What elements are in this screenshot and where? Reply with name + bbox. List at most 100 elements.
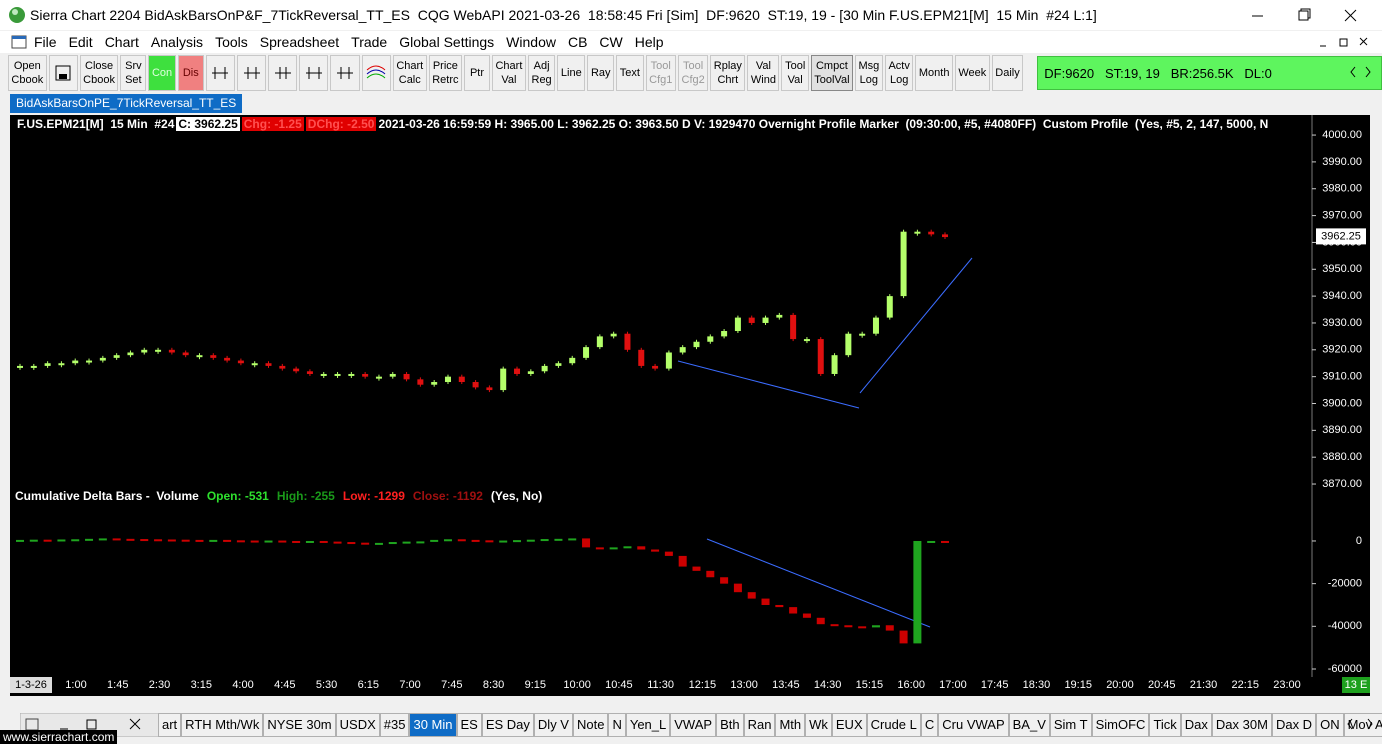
button-label: Tool	[650, 60, 671, 72]
trend-line	[706, 538, 931, 628]
chart-tab[interactable]: Cru VWAP	[938, 713, 1009, 737]
tabs-scroll[interactable]	[1340, 714, 1380, 734]
chart-tab[interactable]: ON	[1316, 713, 1344, 737]
chart-tab[interactable]: USDX	[335, 713, 380, 737]
time-axis-label: 10:45	[605, 679, 633, 691]
mdi-close[interactable]	[1359, 37, 1368, 46]
mdi-controls[interactable]	[1316, 33, 1376, 51]
chart-tab[interactable]: Tick	[1149, 713, 1181, 737]
menu-item[interactable]: CB	[567, 34, 588, 50]
menu-item[interactable]: Window	[506, 34, 556, 50]
chart-tab[interactable]: Ran	[743, 713, 776, 737]
toolbar-button[interactable]: Tool Cfg1	[645, 55, 676, 91]
toolbar-button[interactable]: Ptr	[463, 55, 490, 91]
chart-tab[interactable]: Yen_L	[625, 713, 671, 737]
chart-tab[interactable]: Dax D	[1271, 713, 1317, 737]
chart-tab[interactable]: Dax 30M	[1211, 713, 1272, 737]
chart-tab[interactable]: Note	[572, 713, 609, 737]
menu-item[interactable]: CW	[599, 34, 623, 50]
study-settings: (Yes, No)	[490, 489, 543, 503]
study-name: Cumulative Delta Bars - Volume	[15, 489, 199, 503]
chart-tab[interactable]: ES	[456, 713, 482, 737]
toolbar-button[interactable]: Srv Set	[120, 55, 147, 91]
chartbook-tab[interactable]: BidAskBarsOnPE_7TickReversal_TT_ES	[10, 94, 243, 113]
tool-icon-button[interactable]	[205, 55, 235, 91]
price-bar	[514, 368, 521, 374]
chart-tab[interactable]: Mov Av	[1343, 713, 1382, 737]
delta-bar	[430, 539, 439, 542]
toolbar-button[interactable]: Close Cbook	[79, 55, 119, 91]
price-bar	[375, 376, 382, 379]
window-controls[interactable]	[1240, 0, 1382, 30]
toolbar-button[interactable]: Ray	[587, 55, 615, 91]
time-axis-label: 5:30	[316, 679, 337, 691]
menu-item[interactable]: Analysis	[150, 34, 204, 50]
delta-bar	[720, 577, 729, 584]
chart-tab[interactable]: ES Day	[481, 713, 534, 737]
toolbar-button[interactable]: Text	[616, 55, 644, 91]
button-label: Cbook	[11, 74, 44, 86]
menu-item[interactable]: File	[34, 34, 57, 50]
chart-tab[interactable]: NYSE 30m	[263, 713, 336, 737]
tool-icon-button[interactable]	[330, 55, 360, 91]
price-bar	[596, 336, 603, 348]
toolbar-button[interactable]: Cmpct ToolVal	[810, 55, 853, 91]
chart-tab[interactable]: 30 Min	[409, 713, 457, 737]
toolbar: Open Cbook Close Cbook Srv Set Con Dis Chart Calc…	[8, 53, 1382, 93]
time-axis-label: 17:00	[939, 679, 967, 691]
chart-tab[interactable]: Wk	[805, 713, 832, 737]
tool-icon-button[interactable]	[299, 55, 329, 91]
chart-tab[interactable]: Crude L	[866, 713, 921, 737]
menu-item[interactable]: Help	[634, 34, 664, 50]
menu-item[interactable]: Chart	[104, 34, 139, 50]
chart-tab[interactable]: VWAP	[670, 713, 717, 737]
toolbar-button[interactable]: Adj Reg	[527, 55, 556, 91]
toolbar-button[interactable]: Open Cbook	[8, 55, 47, 91]
status-url: www.sierrachart.com	[0, 730, 118, 744]
toolbar-button[interactable]: Daily	[991, 55, 1024, 91]
tool-icon-button[interactable]	[268, 55, 298, 91]
chart-tab[interactable]: RTH Mth/Wk	[181, 713, 264, 737]
chart-tab[interactable]: C	[920, 713, 939, 737]
toolbar-button[interactable]: Rplay Chrt	[710, 55, 746, 91]
chart-tab[interactable]: Bth	[716, 713, 744, 737]
tool-icon-button[interactable]	[361, 55, 391, 91]
price-bar	[693, 341, 700, 348]
menu-item[interactable]: Global Settings	[399, 34, 495, 50]
menu-item[interactable]: Edit	[68, 34, 93, 50]
toolbar-button[interactable]: Actv Log	[884, 55, 914, 91]
price-bar	[210, 355, 217, 358]
chart-tab[interactable]: Dly V	[533, 713, 573, 737]
chart-tab[interactable]: #35	[379, 713, 410, 737]
chart-tab[interactable]: Sim T	[1049, 713, 1092, 737]
menu-item[interactable]: Tools	[215, 34, 248, 50]
tool-icon-button[interactable]	[48, 55, 78, 91]
menu-item[interactable]: Trade	[351, 34, 388, 50]
chart-tab[interactable]: EUX	[831, 713, 867, 737]
toolbar-button[interactable]: Price Retrc	[428, 55, 462, 91]
toolbar-button[interactable]: Con	[148, 55, 176, 91]
time-axis-badge: 13 E	[1345, 679, 1368, 691]
toolbar-button[interactable]: Chart Val	[491, 55, 526, 91]
chart-tab[interactable]: N	[608, 713, 626, 737]
chart-tab[interactable]: art	[158, 713, 182, 737]
toolbar-button[interactable]: Dis	[177, 55, 204, 91]
toolbar-button[interactable]: Val Wind	[747, 55, 780, 91]
chart-tab[interactable]: SimOFC	[1091, 713, 1150, 737]
chart-tab[interactable]: Dax	[1180, 713, 1212, 737]
toolbar-button[interactable]: Week	[954, 55, 990, 91]
toolbar-button[interactable]: Tool Val	[781, 55, 809, 91]
toolbar-button[interactable]: Msg Log	[854, 55, 883, 91]
menu-item[interactable]: Spreadsheet	[259, 34, 340, 50]
chart-tab[interactable]: BA_V	[1008, 713, 1050, 737]
toolbar-button[interactable]: Month	[915, 55, 953, 91]
toolbar-button[interactable]: Line	[557, 55, 586, 91]
time-axis-label: 3:15	[191, 679, 212, 691]
toolbar-button[interactable]: Chart Calc	[392, 55, 427, 91]
toolbar-button[interactable]: Tool Cfg2	[677, 55, 709, 91]
tool-icon-button[interactable]	[236, 55, 267, 91]
chart-tab[interactable]: Mth	[775, 713, 806, 737]
toolbar-scroll[interactable]	[1346, 62, 1376, 82]
mdi-restore[interactable]	[1339, 38, 1348, 47]
button-label: Val	[787, 74, 803, 86]
